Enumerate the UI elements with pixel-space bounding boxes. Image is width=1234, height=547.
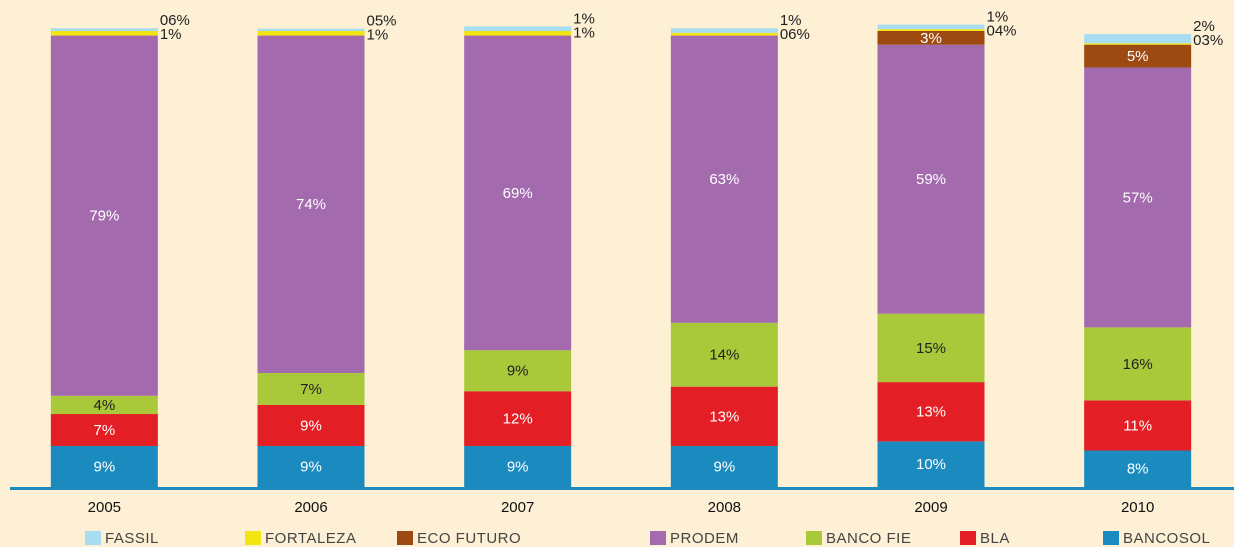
bar-segment — [464, 35, 572, 351]
value-label: 79% — [89, 208, 119, 225]
bar-segment — [464, 26, 572, 31]
bar-segment — [670, 28, 778, 33]
bar-segment — [877, 29, 985, 31]
bar-segment — [670, 322, 778, 387]
value-label: 03% — [1193, 32, 1223, 49]
value-label: 1% — [987, 9, 1009, 26]
bar-segment — [464, 350, 572, 392]
x-tick-label: 2009 — [914, 499, 947, 516]
bar-segment — [1084, 34, 1192, 44]
value-label: 9% — [507, 458, 529, 475]
bar-segment — [464, 31, 572, 36]
value-label: 12% — [503, 411, 533, 428]
bar-segment — [1084, 327, 1192, 401]
bar-segment — [257, 35, 365, 374]
legend-label: BANCOSOL — [1123, 530, 1210, 547]
value-label: 59% — [916, 171, 946, 188]
value-label: 9% — [300, 417, 322, 434]
bar-segment — [50, 31, 158, 36]
legend-label: BANCO FIE — [826, 530, 911, 547]
bar-segment — [257, 373, 365, 405]
legend-label: FORTALEZA — [265, 530, 356, 547]
value-label: 9% — [507, 363, 529, 380]
legend-label: BLA — [980, 530, 1010, 547]
value-label: 1% — [573, 24, 595, 41]
x-tick-label: 2006 — [294, 499, 327, 516]
legend-swatch — [1103, 531, 1119, 545]
value-label: 69% — [503, 185, 533, 202]
bar-segment — [1084, 43, 1192, 45]
value-label: 06% — [160, 12, 190, 29]
value-label: 7% — [93, 422, 115, 439]
legend-swatch — [397, 531, 413, 545]
bar-segment — [50, 395, 158, 415]
bar-segment — [670, 35, 778, 323]
value-label: 7% — [300, 381, 322, 398]
value-label: 2% — [1193, 18, 1215, 35]
bar-segment — [50, 445, 158, 487]
bar-segment — [1084, 67, 1192, 328]
value-label: 05% — [367, 13, 397, 30]
value-label: 04% — [987, 23, 1017, 40]
value-label: 4% — [93, 397, 115, 414]
value-label: 9% — [93, 458, 115, 475]
value-label: 16% — [1123, 356, 1153, 373]
bar-segment — [464, 445, 572, 487]
value-label: 14% — [709, 347, 739, 364]
x-tick-label: 2005 — [88, 499, 121, 516]
bar-segment — [50, 28, 158, 31]
value-label: 57% — [1123, 189, 1153, 206]
bar-segment — [877, 44, 985, 314]
legend-swatch — [85, 531, 101, 545]
legend-label: ECO FUTURO — [417, 530, 521, 547]
bar-segment — [257, 404, 365, 446]
value-label: 9% — [713, 458, 735, 475]
value-label: 11% — [1123, 417, 1152, 434]
legend-label: FASSIL — [105, 530, 159, 547]
bar-segment — [1084, 450, 1192, 487]
bar-segment — [1084, 44, 1192, 68]
legend-swatch — [245, 531, 261, 545]
legend-swatch — [806, 531, 822, 545]
value-label: 5% — [1127, 48, 1149, 65]
bar-segment — [670, 386, 778, 446]
x-tick-label: 2008 — [708, 499, 741, 516]
bar-segment — [877, 24, 985, 30]
bar-segment — [877, 31, 985, 45]
value-label: 74% — [296, 196, 326, 213]
bar-segment — [257, 31, 365, 36]
bar-segment — [50, 414, 158, 446]
bar-segment — [877, 441, 985, 487]
legend-label: PRODEM — [670, 530, 739, 547]
value-label: 1% — [780, 12, 802, 29]
value-label: 3% — [920, 30, 942, 47]
legend-swatch — [650, 531, 666, 545]
bar-segment — [464, 391, 572, 446]
bar-segment — [1084, 400, 1192, 451]
value-label: 63% — [709, 171, 739, 188]
bar-segment — [877, 382, 985, 442]
value-label: 1% — [367, 27, 389, 44]
bar-segment — [877, 313, 985, 383]
bar-segment — [670, 32, 778, 36]
value-label: 15% — [916, 340, 946, 357]
value-label: 06% — [780, 26, 810, 43]
bar-segment — [50, 35, 158, 396]
bar-segment — [257, 28, 365, 31]
value-label: 1% — [160, 26, 182, 43]
value-label: 13% — [709, 408, 739, 425]
legend-swatch — [960, 531, 976, 545]
value-label: 1% — [573, 10, 595, 27]
value-label: 8% — [1127, 461, 1149, 478]
x-tick-label: 2007 — [501, 499, 534, 516]
value-label: 9% — [300, 458, 322, 475]
bar-segment — [257, 445, 365, 487]
x-tick-label: 2010 — [1121, 499, 1154, 516]
value-label: 13% — [916, 404, 946, 421]
value-label: 10% — [916, 456, 946, 473]
bar-segment — [670, 445, 778, 487]
